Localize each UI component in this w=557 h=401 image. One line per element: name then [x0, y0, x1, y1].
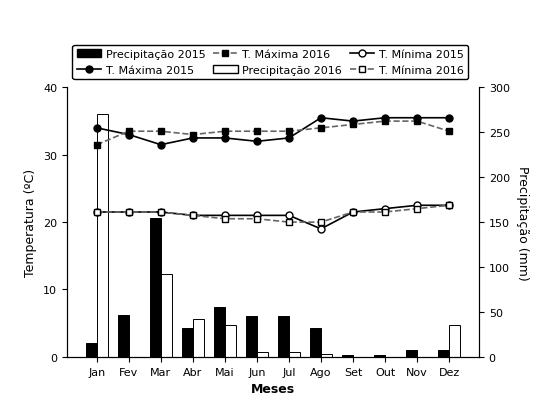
Y-axis label: Temperatura (ºC): Temperatura (ºC): [25, 169, 37, 276]
Bar: [97, 115, 108, 357]
Bar: [150, 218, 161, 357]
Bar: [342, 355, 353, 357]
Legend: Precipitação 2015, T. Máxima 2015, T. Máxima 2016, Precipitação 2016, T. Mínima : Precipitação 2015, T. Máxima 2015, T. Má…: [72, 46, 468, 80]
Bar: [182, 328, 193, 357]
Bar: [449, 326, 460, 357]
Bar: [161, 275, 172, 357]
Bar: [321, 354, 332, 357]
Bar: [246, 317, 257, 357]
Bar: [214, 308, 225, 357]
Y-axis label: Precipitação (mm): Precipitação (mm): [516, 165, 529, 280]
Bar: [118, 315, 129, 357]
X-axis label: Meses: Meses: [251, 382, 295, 395]
Bar: [257, 352, 268, 357]
Bar: [406, 350, 417, 357]
Bar: [289, 352, 300, 357]
Bar: [225, 326, 236, 357]
Bar: [193, 319, 204, 357]
Bar: [86, 343, 97, 357]
Bar: [374, 355, 385, 357]
Bar: [278, 317, 289, 357]
Bar: [310, 328, 321, 357]
Bar: [438, 350, 449, 357]
